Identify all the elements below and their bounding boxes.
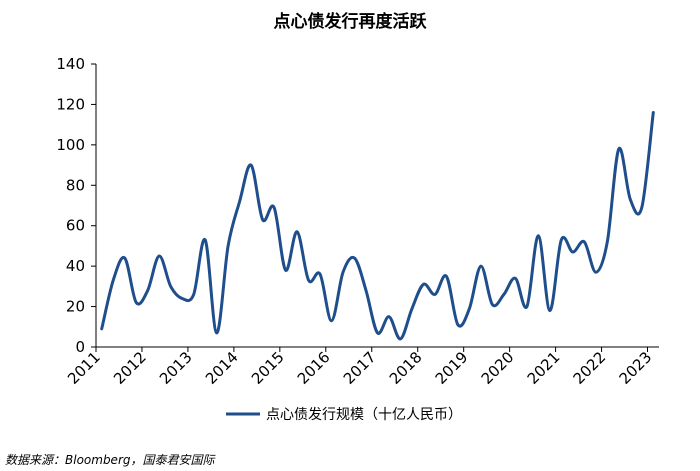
x-tick-label: 2013	[156, 348, 196, 388]
x-tick-label: 2011	[64, 348, 104, 388]
x-tick-label: 2017	[340, 348, 380, 388]
data-point	[169, 285, 172, 288]
data-point	[491, 303, 494, 306]
data-point	[100, 327, 103, 330]
data-point	[652, 111, 655, 114]
data-point	[410, 307, 414, 310]
source-note: 数据来源：Bloomberg，国泰君安国际	[5, 453, 216, 467]
data-point	[640, 206, 643, 209]
data-point	[606, 240, 609, 244]
x-tick-label: 2012	[110, 348, 150, 388]
y-tick-label: 100	[56, 136, 85, 154]
series-line	[100, 111, 655, 341]
data-point	[594, 271, 597, 274]
data-point	[502, 293, 506, 296]
y-tick-label: 140	[56, 55, 85, 73]
data-point	[341, 271, 345, 274]
data-point	[307, 279, 310, 282]
data-point	[192, 293, 195, 296]
x-tick-label: 2018	[386, 348, 426, 388]
y-tick-label: 120	[56, 95, 85, 113]
data-point	[204, 238, 207, 242]
y-tick-label: 0	[75, 338, 85, 356]
x-tick-label: 2020	[478, 348, 518, 388]
data-point	[422, 283, 425, 286]
data-point	[318, 273, 322, 276]
x-tick-label: 2016	[294, 348, 334, 388]
data-point	[583, 240, 586, 244]
data-point	[295, 230, 299, 233]
data-point	[525, 305, 529, 308]
data-point	[571, 250, 574, 254]
y-tick-label: 80	[66, 176, 85, 194]
data-point	[479, 264, 483, 268]
data-point	[261, 218, 264, 221]
y-tick-label: 40	[66, 257, 85, 275]
data-point	[215, 331, 218, 335]
data-point	[284, 269, 287, 272]
data-point	[376, 331, 379, 335]
data-point	[272, 206, 276, 209]
data-point	[560, 238, 563, 242]
y-tick-label: 60	[66, 217, 85, 235]
data-point	[617, 147, 620, 151]
data-point	[387, 315, 391, 318]
x-tick-label: 2015	[248, 348, 288, 388]
x-tick-label: 2022	[570, 348, 610, 388]
data-point	[226, 244, 230, 248]
data-point	[629, 198, 632, 201]
data-point	[330, 319, 333, 322]
data-point	[456, 323, 460, 326]
data-point	[353, 256, 356, 260]
chart-title: 点心债发行再度活跃	[274, 11, 428, 32]
data-point	[445, 275, 448, 278]
data-point	[249, 163, 253, 167]
data-point	[238, 200, 241, 203]
data-point	[514, 277, 517, 280]
y-tick-label: 20	[66, 298, 85, 316]
data-point	[123, 256, 126, 260]
data-point	[146, 289, 149, 292]
legend: 点心债发行规模（十亿人民币）	[226, 407, 462, 423]
data-point	[158, 254, 161, 258]
data-point	[537, 234, 540, 237]
data-point	[468, 307, 471, 310]
data-point	[433, 293, 437, 296]
data-point	[548, 309, 551, 312]
data-point	[112, 279, 115, 282]
x-tick-label: 2023	[616, 348, 656, 388]
data-point	[135, 301, 138, 304]
x-tick-label: 2014	[202, 348, 242, 388]
data-point	[364, 289, 368, 292]
data-point	[181, 297, 184, 300]
x-tick-label: 2019	[432, 348, 472, 388]
x-tick-label: 2021	[524, 348, 564, 388]
data-point	[399, 337, 402, 341]
legend-label: 点心债发行规模（十亿人民币）	[266, 407, 462, 423]
